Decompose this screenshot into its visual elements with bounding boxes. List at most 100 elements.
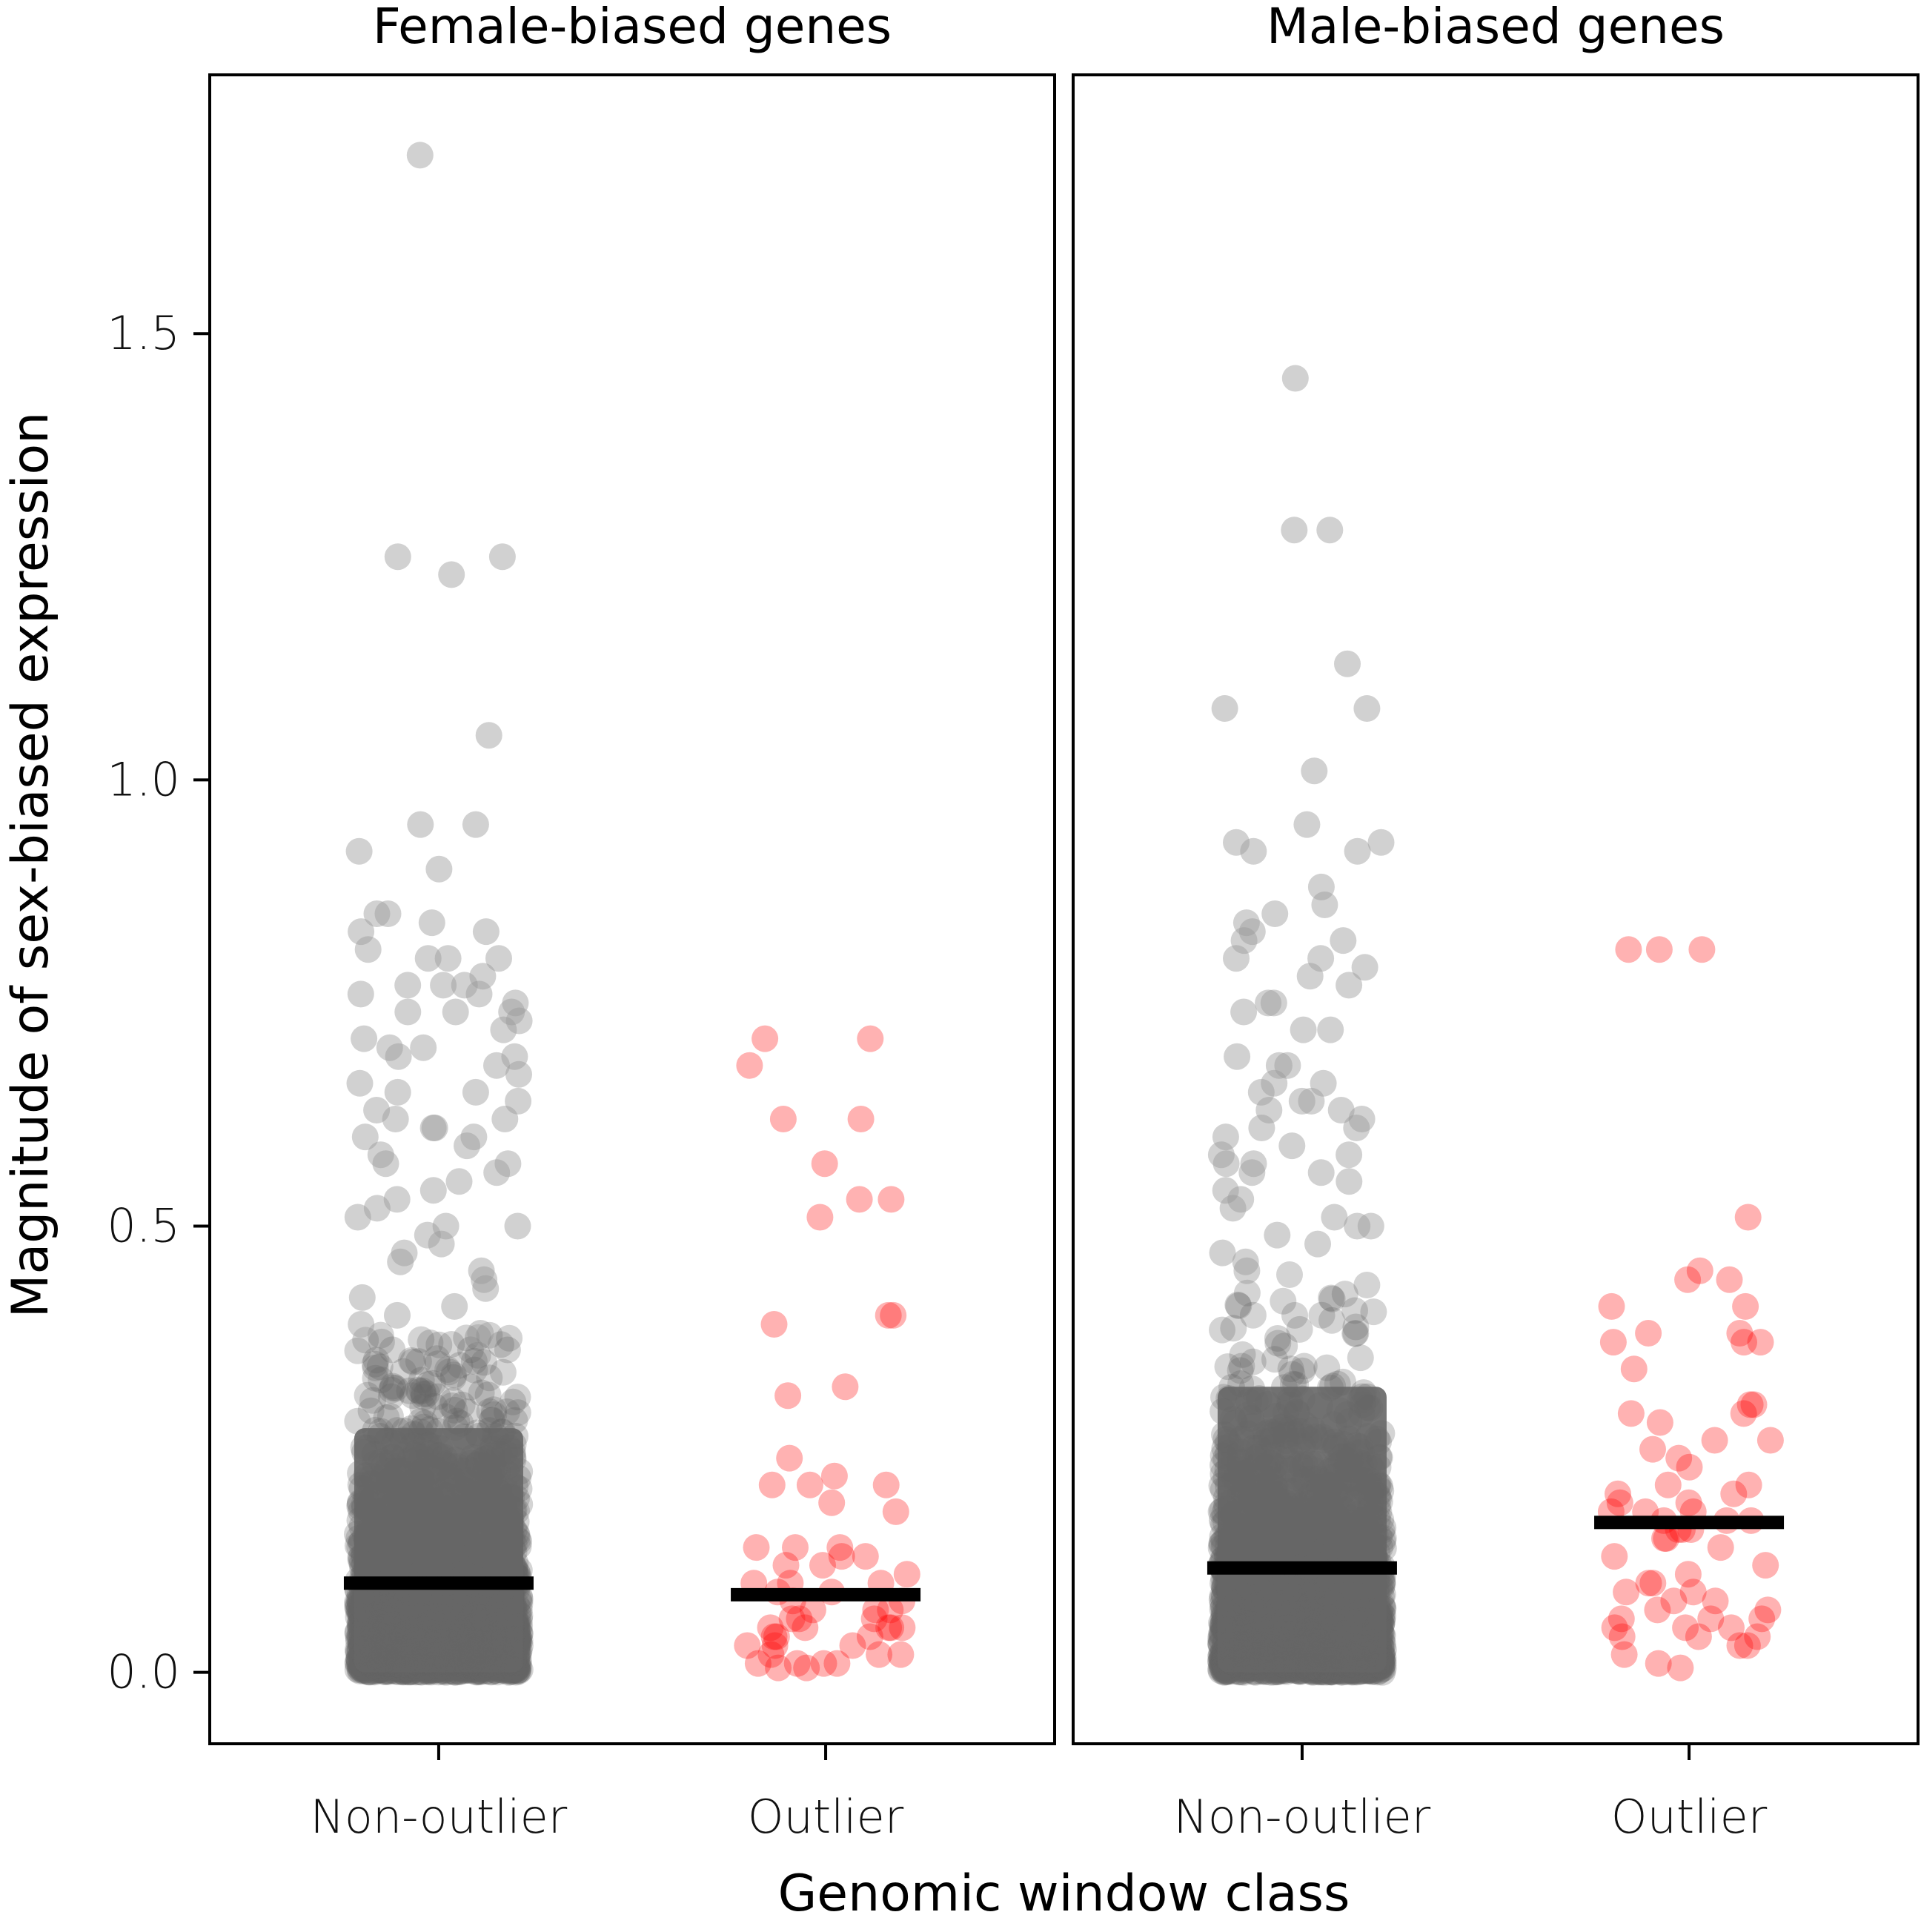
data-point <box>368 1328 395 1355</box>
data-point <box>757 1641 785 1668</box>
data-point <box>856 1623 883 1650</box>
data-point <box>488 1331 514 1358</box>
data-point <box>846 1186 873 1213</box>
data-point <box>425 855 453 883</box>
data-point <box>374 900 402 927</box>
data-point <box>872 1471 900 1498</box>
data-point <box>1214 1353 1241 1381</box>
series-non-outlier <box>1207 365 1397 1686</box>
data-point <box>354 936 382 963</box>
data-point <box>431 1403 459 1430</box>
data-point <box>408 1367 435 1394</box>
data-point <box>460 1123 488 1151</box>
data-point <box>1318 1284 1345 1312</box>
data-point <box>448 1391 476 1418</box>
data-point <box>877 1614 905 1641</box>
data-point <box>367 1321 394 1349</box>
data-point <box>407 811 434 838</box>
data-point <box>1220 1315 1247 1342</box>
data-point <box>385 1043 412 1070</box>
data-point <box>345 837 373 865</box>
data-point <box>418 909 445 937</box>
data-point <box>875 1301 902 1329</box>
data-point <box>782 1534 809 1561</box>
data-point <box>399 1348 427 1375</box>
data-point <box>424 1350 451 1378</box>
data-point <box>1239 1301 1267 1329</box>
data-point <box>410 1381 437 1407</box>
x-tick-label: Outlier <box>748 1790 904 1844</box>
data-point <box>502 989 529 1017</box>
data-point <box>1331 1281 1358 1308</box>
data-point <box>839 1632 866 1659</box>
data-point <box>441 1292 468 1320</box>
data-point <box>743 1534 770 1561</box>
data-point <box>1318 1285 1346 1312</box>
data-point <box>472 1275 500 1302</box>
data-point <box>826 1534 854 1561</box>
data-point <box>757 1614 784 1641</box>
data-point <box>479 1407 506 1434</box>
data-point <box>1277 1355 1304 1383</box>
data-point <box>799 1596 826 1624</box>
data-point <box>828 1543 855 1570</box>
data-point <box>379 1374 406 1401</box>
data-point <box>414 1380 441 1407</box>
data-point <box>438 1392 465 1419</box>
data-point <box>1281 1301 1308 1329</box>
data-point <box>424 1383 451 1410</box>
data-point <box>736 1052 763 1079</box>
data-point <box>877 1186 905 1213</box>
data-point <box>1264 1330 1292 1357</box>
data-point <box>862 1596 889 1624</box>
data-point <box>820 1462 848 1490</box>
data-point <box>379 1336 406 1364</box>
data-point <box>372 1150 399 1178</box>
data-point <box>1318 1307 1346 1334</box>
data-point <box>419 1370 446 1397</box>
data-point <box>414 1221 441 1249</box>
data-point <box>384 1301 411 1329</box>
data-point <box>387 1248 414 1275</box>
data-point <box>1308 1301 1336 1329</box>
data-point <box>478 1407 505 1434</box>
data-point <box>483 1052 510 1079</box>
points-layer <box>1207 365 1784 1686</box>
data-point <box>476 1398 503 1425</box>
data-point <box>409 1393 437 1421</box>
data-point <box>1270 1287 1297 1315</box>
data-point <box>1286 1315 1313 1343</box>
data-point <box>744 1650 772 1677</box>
data-point <box>496 1324 523 1352</box>
data-point <box>406 142 434 169</box>
data-point <box>1209 1316 1235 1344</box>
data-point <box>778 1605 806 1633</box>
data-point <box>489 1358 517 1386</box>
data-point <box>810 1650 837 1677</box>
data-point <box>394 972 422 999</box>
data-point <box>494 1150 522 1178</box>
data-point <box>348 918 375 946</box>
data-point <box>423 1345 451 1372</box>
data-point <box>457 1336 484 1364</box>
data-point <box>1229 1341 1256 1368</box>
data-point <box>361 1350 388 1378</box>
data-point <box>425 1331 453 1358</box>
data-point <box>405 1376 432 1404</box>
data-point <box>1353 1272 1381 1298</box>
points-layer <box>344 142 920 1686</box>
facet-title: Female-biased genes <box>373 0 892 55</box>
data-point <box>432 1212 459 1240</box>
data-point <box>408 1326 435 1353</box>
data-point <box>875 1614 903 1641</box>
data-point <box>410 1384 437 1411</box>
data-point <box>410 1034 437 1061</box>
data-point <box>734 1632 761 1659</box>
data-point <box>852 1543 879 1570</box>
data-point <box>368 1367 395 1393</box>
data-point <box>1313 1354 1341 1381</box>
data-point <box>383 1186 411 1213</box>
data-point <box>1360 1298 1387 1326</box>
